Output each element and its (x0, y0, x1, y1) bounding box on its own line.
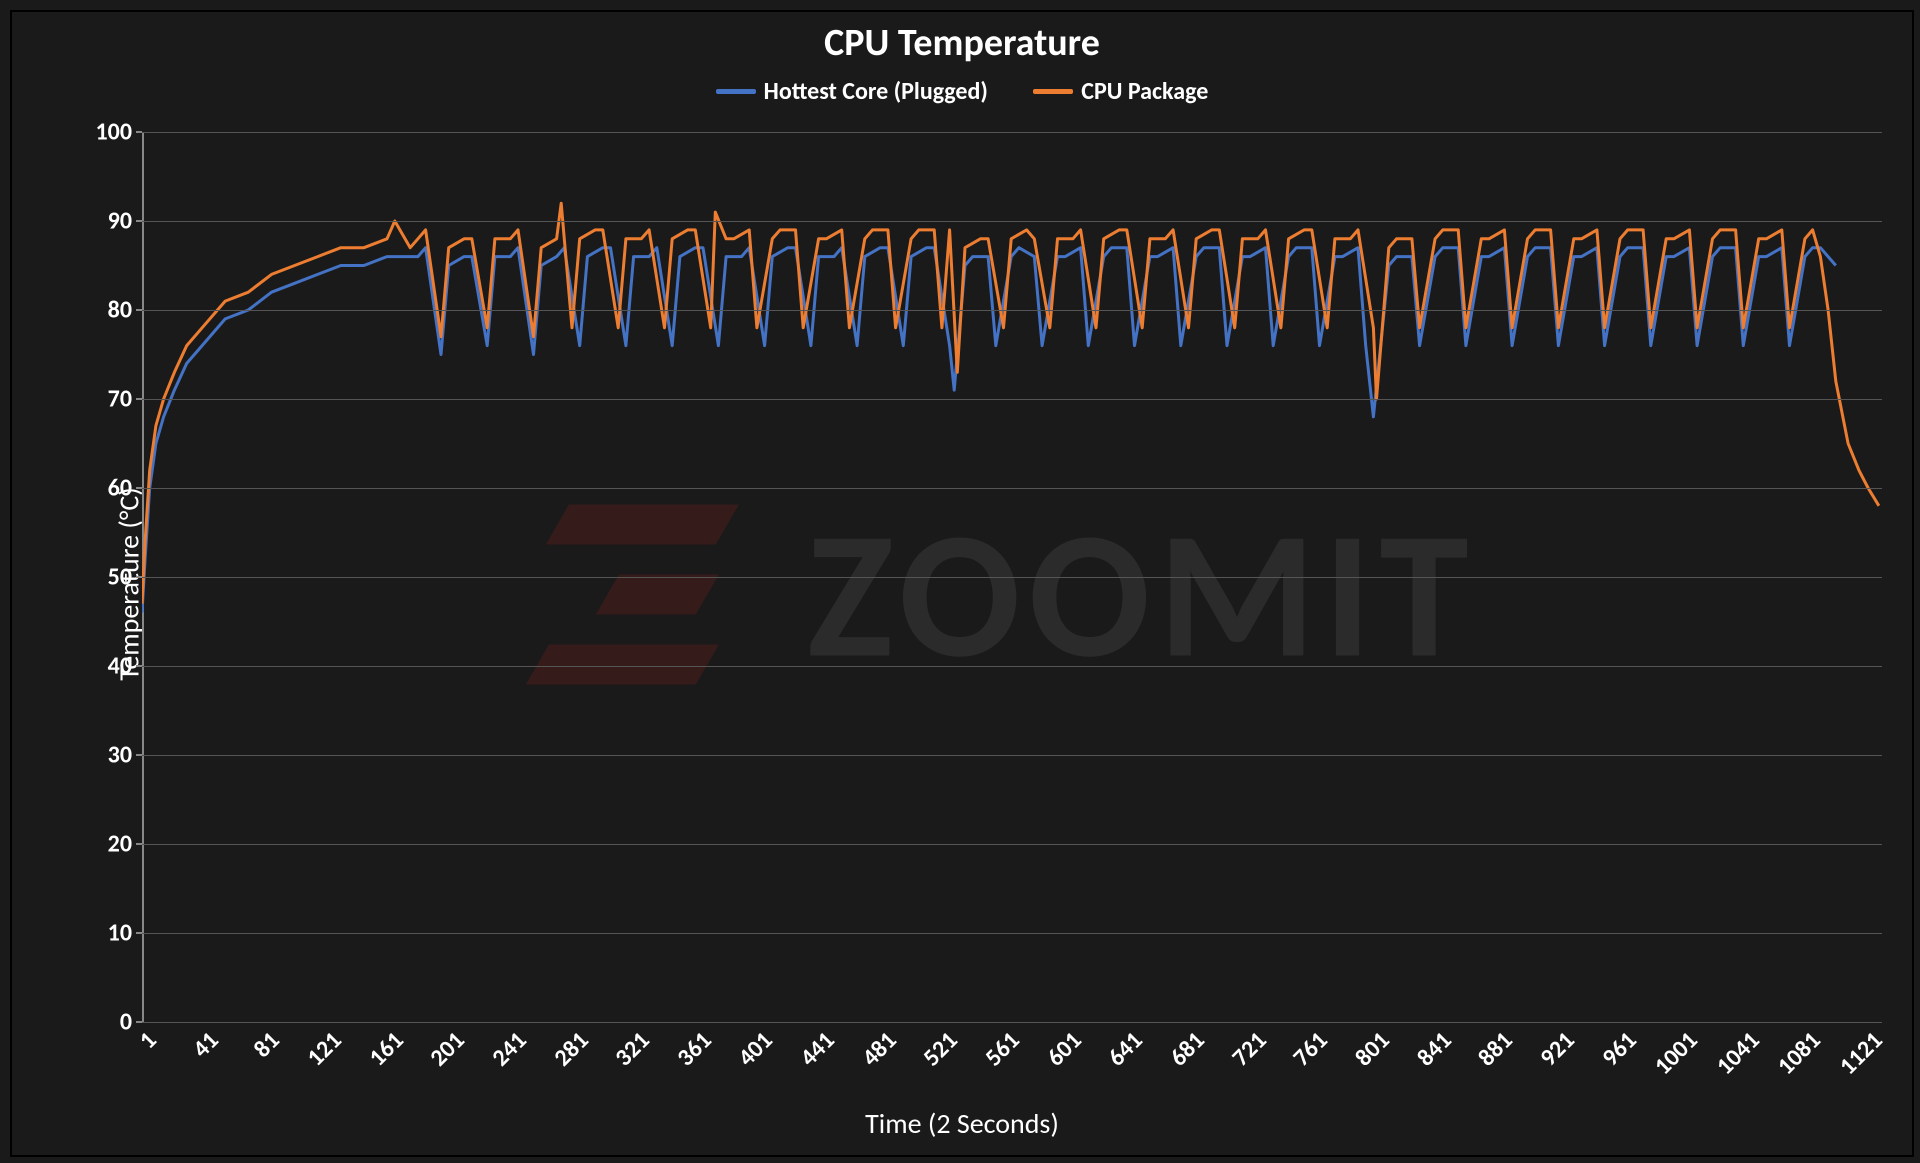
gridline (142, 755, 1882, 756)
y-tick-mark (136, 487, 142, 489)
gridline (142, 577, 1882, 578)
y-tick-mark (136, 309, 142, 311)
x-tick-label: 881 (1472, 1026, 1518, 1072)
x-axis-label: Time (2 Seconds) (12, 1106, 1912, 1141)
y-tick-label: 30 (108, 741, 132, 770)
x-tick-label: 921 (1534, 1026, 1580, 1072)
y-tick-mark (136, 398, 142, 400)
y-tick-mark (136, 220, 142, 222)
legend-swatch-0 (716, 89, 756, 94)
y-tick-label: 0 (120, 1008, 132, 1037)
y-tick-label: 80 (108, 296, 132, 325)
x-tick-label: 761 (1287, 1026, 1333, 1072)
chart-legend: Hottest Core (Plugged) CPU Package (12, 72, 1912, 106)
gridline (142, 488, 1882, 489)
x-tick-label: 841 (1411, 1026, 1457, 1072)
x-tick-label: 961 (1596, 1026, 1642, 1072)
y-tick-label: 90 (108, 207, 132, 236)
gridline (142, 310, 1882, 311)
x-tick-label: 441 (794, 1026, 840, 1072)
x-tick-label: 121 (301, 1026, 347, 1072)
legend-label-0: Hottest Core (Plugged) (764, 77, 988, 106)
gridline (142, 844, 1882, 845)
chart-container: CPU Temperature Hottest Core (Plugged) C… (10, 10, 1914, 1157)
x-tick-label: 201 (424, 1026, 470, 1072)
x-tick-label: 1041 (1710, 1026, 1765, 1081)
x-tick-label: 241 (486, 1026, 532, 1072)
x-tick-label: 1001 (1649, 1026, 1704, 1081)
y-tick-mark (136, 131, 142, 133)
y-tick-mark (136, 1021, 142, 1023)
x-tick-label: 321 (609, 1026, 655, 1072)
x-tick-label: 561 (979, 1026, 1025, 1072)
gridline (142, 399, 1882, 400)
x-tick-label: 401 (733, 1026, 779, 1072)
y-tick-mark (136, 665, 142, 667)
gridline (142, 933, 1882, 934)
x-tick-label: 601 (1041, 1026, 1087, 1072)
x-tick-label: 81 (248, 1026, 286, 1064)
gridline (142, 666, 1882, 667)
x-tick-label: 361 (671, 1026, 717, 1072)
gridline (142, 132, 1882, 133)
gridline (142, 221, 1882, 222)
y-tick-label: 50 (108, 563, 132, 592)
legend-item-cpu-package: CPU Package (1033, 77, 1208, 106)
y-tick-label: 40 (108, 652, 132, 681)
chart-title: CPU Temperature (12, 20, 1912, 66)
x-tick-label: 1121 (1834, 1026, 1889, 1081)
x-tick-label: 481 (856, 1026, 902, 1072)
y-tick-label: 20 (108, 830, 132, 859)
y-tick-mark (136, 932, 142, 934)
y-tick-label: 70 (108, 385, 132, 414)
x-tick-label: 521 (918, 1026, 964, 1072)
x-tick-label: 1 (133, 1026, 162, 1055)
legend-label-1: CPU Package (1081, 77, 1208, 106)
x-tick-label: 801 (1349, 1026, 1395, 1072)
y-tick-mark (136, 576, 142, 578)
x-tick-label: 721 (1226, 1026, 1272, 1072)
legend-swatch-1 (1033, 89, 1073, 94)
plot-area: ZOOMIT 010203040506070809010014181121161… (142, 132, 1882, 1022)
x-tick-label: 161 (363, 1026, 409, 1072)
y-tick-label: 10 (108, 919, 132, 948)
y-tick-label: 60 (108, 474, 132, 503)
x-tick-label: 681 (1164, 1026, 1210, 1072)
y-tick-mark (136, 843, 142, 845)
y-tick-label: 100 (96, 118, 133, 147)
x-tick-label: 1081 (1772, 1026, 1827, 1081)
y-tick-mark (136, 754, 142, 756)
series-line (142, 248, 1836, 613)
legend-item-hottest-core: Hottest Core (Plugged) (716, 77, 988, 106)
x-tick-label: 641 (1103, 1026, 1149, 1072)
x-tick-label: 281 (548, 1026, 594, 1072)
gridline (142, 1022, 1882, 1023)
x-tick-label: 41 (186, 1026, 224, 1064)
